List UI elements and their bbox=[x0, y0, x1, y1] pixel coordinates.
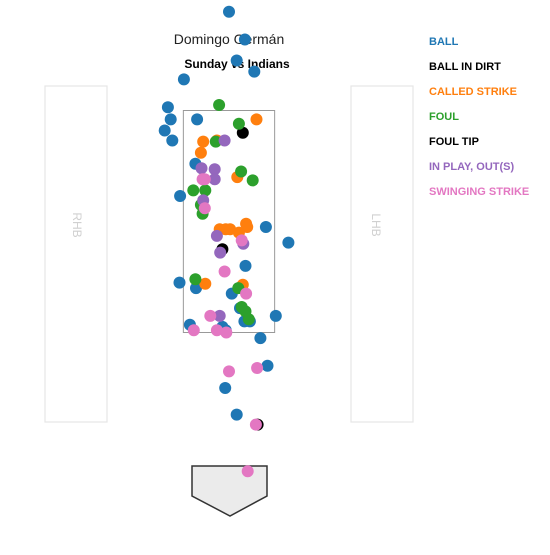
pitch-point bbox=[235, 234, 248, 247]
pitch-point bbox=[195, 162, 208, 175]
pitch-point bbox=[220, 326, 233, 339]
pitch-point bbox=[158, 124, 171, 137]
pitch-point bbox=[246, 174, 259, 187]
pitch-point bbox=[248, 65, 261, 78]
legend-item-ball: BALL bbox=[429, 36, 459, 48]
pitch-point bbox=[204, 309, 217, 322]
pitch-point bbox=[208, 163, 221, 176]
pitch-point bbox=[209, 135, 222, 148]
pitch-point bbox=[250, 113, 263, 126]
pitch-point bbox=[238, 33, 251, 46]
pitch-point bbox=[173, 276, 186, 289]
pitch-point bbox=[269, 309, 282, 322]
pitch-point bbox=[223, 365, 235, 378]
chart-title: Domingo Germán bbox=[174, 31, 285, 47]
pitch-points bbox=[158, 5, 295, 478]
pitch-point bbox=[235, 165, 248, 178]
pitch-point bbox=[210, 324, 223, 337]
pitch-point bbox=[191, 113, 204, 126]
pitch-point bbox=[249, 418, 262, 431]
pitch-point bbox=[241, 465, 254, 478]
pitch-point bbox=[199, 184, 212, 197]
pitch-point bbox=[166, 134, 179, 147]
pitch-point bbox=[254, 332, 267, 345]
legend-item-ball_in_dirt: BALL IN DIRT bbox=[429, 61, 501, 73]
pitch-point bbox=[187, 324, 200, 337]
pitch-point bbox=[261, 359, 274, 372]
pitch-point bbox=[218, 265, 231, 278]
pitch-point bbox=[218, 134, 231, 147]
pitch-point bbox=[199, 277, 212, 290]
pitch-point bbox=[196, 173, 209, 186]
legend-item-swinging_strike: SWINGING STRIKE bbox=[429, 186, 529, 198]
pitch-point bbox=[208, 173, 221, 186]
pitch-point bbox=[242, 313, 255, 326]
legend-item-foul: FOUL bbox=[429, 111, 459, 123]
pitch-point bbox=[197, 135, 210, 148]
pitch-point bbox=[177, 73, 190, 86]
pitch-point bbox=[194, 146, 207, 159]
pitch-point bbox=[230, 408, 243, 421]
home-plate bbox=[191, 465, 268, 517]
pitch-point bbox=[251, 362, 264, 374]
pitch-point bbox=[282, 236, 295, 249]
legend-item-in_play_out: IN PLAY, OUT(S) bbox=[429, 161, 514, 173]
pitch-point bbox=[213, 99, 226, 111]
pitch-point bbox=[210, 229, 223, 242]
pitch-point bbox=[189, 273, 202, 286]
lhb-batter-box bbox=[350, 85, 414, 423]
legend: BALL BALL IN DIRT CALLED STRIKE FOUL FOUL TI… bbox=[429, 36, 529, 198]
legend-item-called_strike: CALLED STRIKE bbox=[429, 86, 517, 98]
pitch-point bbox=[198, 202, 211, 215]
rhb-label: RHB bbox=[70, 212, 84, 237]
pitch-point bbox=[190, 282, 202, 295]
pitch-point bbox=[187, 184, 200, 197]
pitch-point bbox=[259, 221, 272, 233]
pitch-point bbox=[213, 309, 226, 322]
pitch-point bbox=[240, 287, 253, 300]
pitch-point bbox=[161, 101, 174, 114]
pitch-point bbox=[174, 190, 187, 202]
pitch-point bbox=[219, 382, 232, 394]
pitch-point bbox=[223, 5, 235, 18]
lhb-label: LHB bbox=[369, 213, 383, 236]
pitch-point bbox=[164, 113, 177, 126]
rhb-batter-box bbox=[44, 85, 108, 423]
pitch-point bbox=[239, 259, 252, 272]
pitch-point bbox=[214, 246, 227, 259]
pitch-point bbox=[230, 54, 243, 67]
legend-item-foul_tip: FOUL TIP bbox=[429, 136, 479, 148]
pitch-point bbox=[232, 117, 245, 130]
